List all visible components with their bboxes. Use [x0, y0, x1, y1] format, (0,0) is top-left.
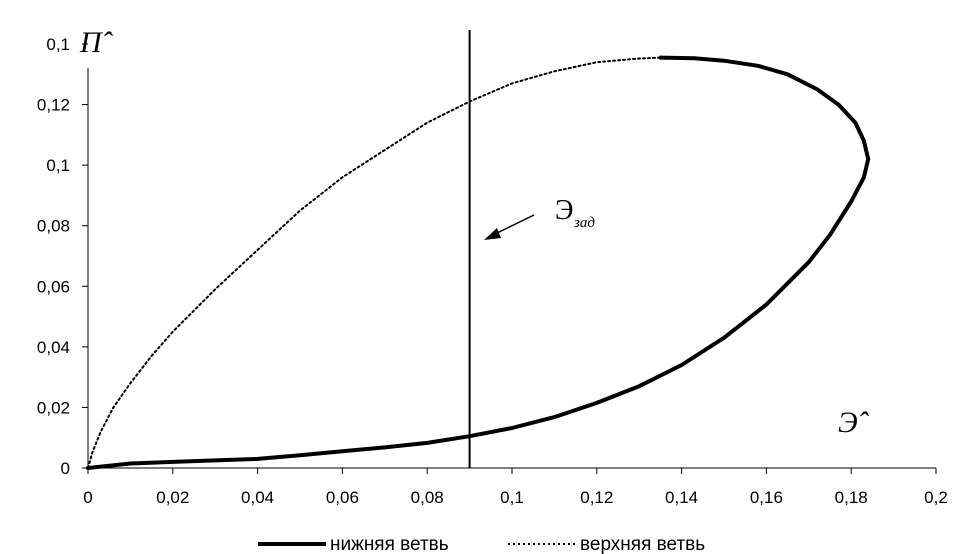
legend-label-lower: нижняя ветвь — [330, 534, 449, 554]
x-tick-label: 0,02 — [156, 488, 189, 507]
annotation-arrowhead — [484, 228, 501, 240]
y-tick-label: 0,12 — [37, 96, 70, 115]
y-axis-title: П̂ — [79, 26, 114, 59]
x-tick-label: 0,06 — [326, 488, 359, 507]
annotation-subscript: зад — [573, 215, 595, 231]
x-tick-label: 0 — [83, 488, 92, 507]
x-tick-label: 0,2 — [924, 488, 948, 507]
y-tick-label: 0,08 — [37, 217, 70, 236]
x-tick-label: 0,14 — [665, 488, 698, 507]
y-tick-label: 0,04 — [37, 338, 70, 357]
y-tick-label: 0,1 — [46, 156, 70, 175]
x-tick-label: 0,18 — [835, 488, 868, 507]
axes — [82, 43, 937, 474]
legend-label-upper: верхняя ветвь — [580, 534, 705, 554]
x-axis-title: Э̂ — [838, 406, 870, 439]
x-tick-label: 0,16 — [750, 488, 783, 507]
series-upper-branch-line — [87, 56, 662, 469]
y-tick-label: 0,02 — [37, 398, 70, 417]
x-tick-label: 0,1 — [500, 488, 524, 507]
x-tick-label: 0,04 — [241, 488, 274, 507]
annotation: Э зад — [484, 195, 595, 240]
annotation-main: Э — [555, 195, 573, 226]
series-layer — [86, 30, 871, 470]
tick-labels: 0 0,02 0,04 0,06 0,08 0,1 0,12 0,14 0,16 0,18 0,2 0… — [37, 35, 948, 507]
annotation-arrow-line — [494, 214, 535, 235]
x-tick-label: 0,08 — [411, 488, 444, 507]
x-tick-label: 0,12 — [580, 488, 613, 507]
y-tick-label: 0,06 — [37, 277, 70, 296]
legend: нижняя ветвь верхняя ветвь — [258, 534, 705, 554]
y-tick-label: 0 — [61, 459, 70, 478]
y-tick-label: 0,1 — [46, 35, 70, 54]
series-lower-branch-line — [86, 55, 871, 470]
